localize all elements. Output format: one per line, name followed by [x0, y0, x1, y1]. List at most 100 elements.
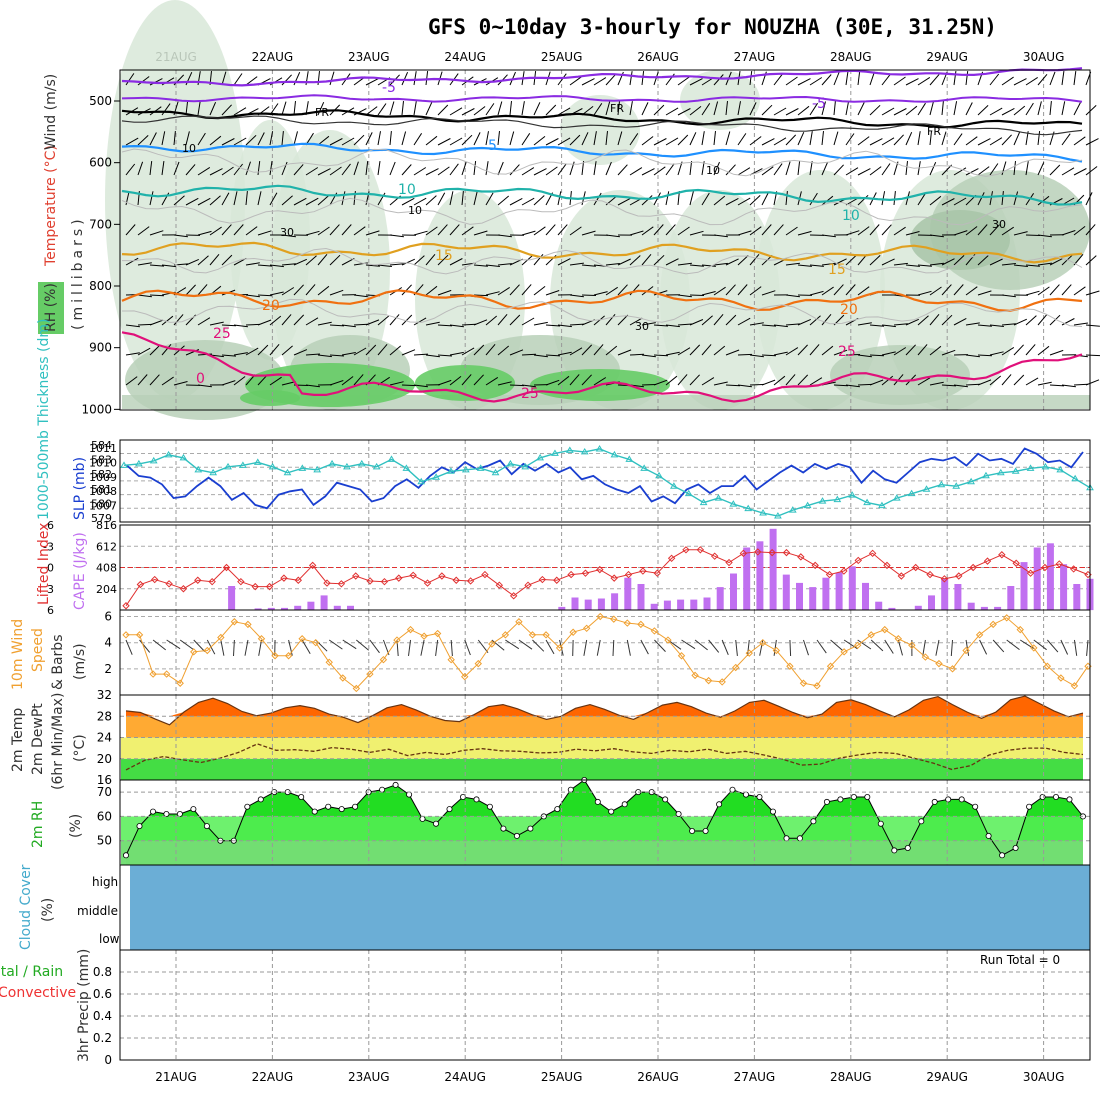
wind-barb-756	[449, 351, 464, 356]
wind-barb-286	[641, 168, 655, 176]
wind-barb-889	[1073, 383, 1089, 386]
thickness-point-26	[506, 459, 515, 467]
wind-barb-569	[149, 294, 165, 297]
li-point-16	[352, 572, 360, 580]
wind10-barb-34	[583, 639, 588, 656]
wind-barb-748	[353, 347, 367, 356]
pressure-tick-600: 600	[89, 156, 112, 170]
wind-barb-104	[401, 101, 404, 116]
wind-barb-300	[809, 161, 813, 176]
cape-bar-43	[690, 599, 698, 610]
wind10-barb-23	[435, 639, 439, 656]
wind-barb-642	[1025, 290, 1040, 296]
wind-barb-189	[449, 137, 463, 146]
rh2m-point-2	[149, 808, 156, 815]
wind-barb-264	[377, 161, 381, 176]
li-point-62	[1012, 559, 1020, 567]
wind-barb-173	[257, 132, 265, 146]
wind10-barb-3	[166, 639, 181, 650]
wind-barb-139	[821, 101, 826, 116]
date-label-top-6: 27AUG	[734, 50, 776, 64]
date-axis-bottom: 21AUG 22AUG 23AUG 24AUG 25AUG 26AUG 27AUG 28AUG…	[155, 1070, 1064, 1084]
iso-label-fr-3: FR	[927, 125, 941, 138]
wind-barb-550	[893, 262, 908, 266]
wind-barb-284	[617, 164, 628, 176]
wind-barb-23	[401, 71, 409, 86]
pressure-tick-500: 500	[89, 94, 112, 108]
wind-barb-332	[221, 192, 230, 206]
wind-barb-147	[917, 102, 926, 116]
wind-barb-702	[773, 324, 788, 328]
wind-point-47	[759, 638, 767, 647]
wind-barb-110	[473, 106, 486, 116]
wind-barb-555	[953, 255, 965, 266]
rh2m-point-10	[257, 796, 264, 803]
rh2m-grid	[120, 780, 1090, 865]
li-point-7	[222, 563, 231, 572]
rh2m-point-50	[796, 835, 803, 842]
wind-barb-693	[665, 324, 680, 328]
temp-line	[125, 695, 1084, 726]
wind-barb-395	[977, 192, 985, 206]
li-point-29	[538, 575, 547, 584]
wind-barb-542	[797, 264, 812, 267]
li-point-52	[868, 549, 877, 558]
wind-barb-333	[233, 191, 238, 206]
wind-barb-543	[809, 264, 824, 267]
wind-barb-164	[149, 132, 157, 146]
wind-barb-582	[305, 284, 316, 296]
wind-barb-713	[905, 318, 920, 326]
wind-barb-700	[749, 322, 764, 326]
wind-barb-496	[245, 262, 260, 266]
wind-barb-442	[569, 226, 582, 236]
wind-barb-622	[785, 294, 800, 298]
wind-barb-503	[329, 254, 341, 266]
wind-barb-301	[821, 161, 829, 176]
cape-grid	[120, 525, 1090, 610]
thickness-point-46	[803, 501, 812, 509]
wind-barb-741	[269, 343, 280, 356]
wind-barb-429	[413, 230, 428, 236]
wind-barb-43	[641, 71, 645, 86]
wind-barb-116	[545, 104, 557, 116]
wind-barb-613	[677, 294, 692, 298]
rh-label-30-c: 30	[992, 218, 1006, 231]
wind-barb-326	[149, 191, 154, 206]
wind-barb-114	[521, 101, 525, 116]
wind-barb-775	[677, 347, 691, 356]
wind-barb-654	[197, 317, 211, 326]
wind-barb-678	[485, 315, 498, 326]
ylabel-temp-c: (6hr Min/Max)	[50, 693, 66, 790]
wind-barb-671	[401, 314, 413, 326]
wind-barb-112	[497, 101, 503, 116]
slp-tick-1007: 1007	[89, 500, 117, 513]
date-label-bottom-6: 27AUG	[734, 1070, 776, 1084]
wind-barb-468	[881, 224, 892, 236]
thickness-point-36	[655, 471, 663, 479]
wind-barb-192	[485, 131, 489, 146]
wind-barb-777	[701, 344, 712, 356]
date-label-top-1: 22AUG	[252, 50, 294, 64]
wind-barb-755	[437, 354, 453, 357]
wind10-barb-16	[342, 639, 357, 650]
wind-point-41	[677, 652, 686, 660]
wind-barb-79	[1073, 71, 1077, 86]
thickness-point-38	[684, 489, 693, 497]
wind-barb-743	[293, 349, 308, 356]
wind-barb-531	[665, 258, 679, 266]
wind-barb-871	[857, 383, 873, 386]
isotherm-2	[121, 142, 1083, 163]
wind-barb-266	[401, 164, 412, 176]
thickness-point-48	[833, 495, 842, 503]
wind-barb-49	[713, 74, 724, 86]
thickness-point-53	[907, 489, 916, 497]
cape-bar-70	[1046, 543, 1054, 610]
wind-barb-780	[737, 353, 753, 356]
wind-barb-136	[785, 108, 799, 116]
wind-barb-259	[317, 168, 331, 176]
cape-bar-53	[822, 577, 830, 610]
wind-barb-763	[533, 354, 548, 358]
wind-point-0	[122, 631, 130, 639]
wind-barb-819	[233, 376, 246, 386]
wind-barb-843	[521, 384, 536, 388]
